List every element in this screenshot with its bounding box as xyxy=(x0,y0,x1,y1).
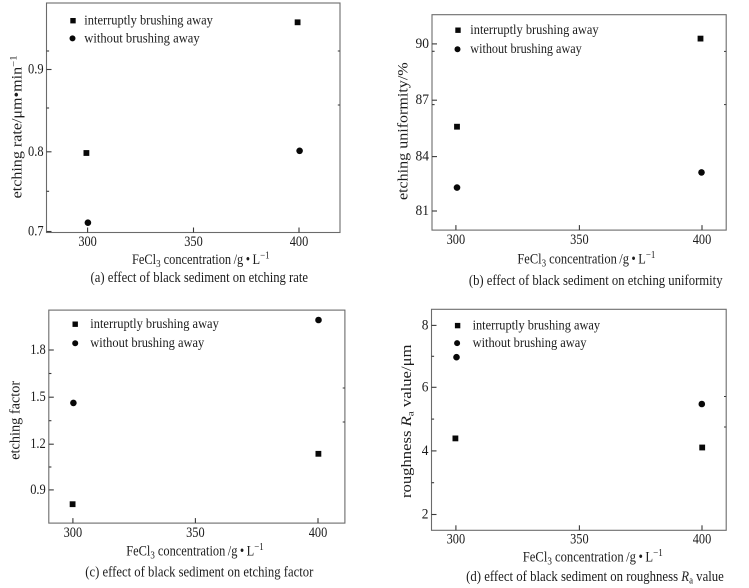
svg-text:interruptly brushing away: interruptly brushing away xyxy=(470,22,598,38)
svg-text:etching factor: etching factor xyxy=(7,381,23,460)
svg-text:350: 350 xyxy=(570,532,589,548)
svg-text:400: 400 xyxy=(693,532,712,548)
svg-text:300: 300 xyxy=(78,234,97,250)
svg-text:without brushing away: without brushing away xyxy=(470,41,581,57)
svg-text:4: 4 xyxy=(422,443,429,459)
svg-text:FeCl3 concentration /g • L−1: FeCl3 concentration /g • L−1 xyxy=(132,251,270,271)
svg-text:without brushing away: without brushing away xyxy=(473,335,587,351)
svg-text:(d) effect of black sediment o: (d) effect of black sediment on roughnes… xyxy=(466,569,724,587)
svg-text:0.9: 0.9 xyxy=(30,482,46,498)
svg-text:300: 300 xyxy=(64,525,83,541)
svg-text:0.8: 0.8 xyxy=(28,144,44,160)
svg-text:87: 87 xyxy=(416,92,430,108)
svg-text:300: 300 xyxy=(447,532,466,548)
svg-text:84: 84 xyxy=(416,149,430,165)
svg-text:interruptly brushing away: interruptly brushing away xyxy=(90,316,219,332)
svg-text:1.2: 1.2 xyxy=(30,436,46,452)
svg-text:2: 2 xyxy=(422,507,429,523)
svg-text:300: 300 xyxy=(447,232,466,248)
svg-text:interruptly brushing away: interruptly brushing away xyxy=(473,318,600,334)
svg-text:400: 400 xyxy=(693,232,712,248)
svg-text:FeCl3 concentration /g • L−1: FeCl3 concentration /g • L−1 xyxy=(126,542,264,562)
svg-text:81: 81 xyxy=(416,203,430,219)
svg-text:0.7: 0.7 xyxy=(28,224,44,240)
svg-text:350: 350 xyxy=(184,234,203,250)
svg-text:350: 350 xyxy=(570,232,589,248)
svg-text:0.9: 0.9 xyxy=(28,62,44,78)
svg-text:FeCl3 concentration /g • L−1: FeCl3 concentration /g • L−1 xyxy=(517,250,655,270)
svg-text:8: 8 xyxy=(422,317,429,333)
svg-text:without brushing away: without brushing away xyxy=(90,335,204,351)
svg-text:400: 400 xyxy=(290,234,309,250)
svg-text:(c) effect of black sediment o: (c) effect of black sediment on etching … xyxy=(85,565,313,581)
svg-text:interruptly brushing away: interruptly brushing away xyxy=(84,13,213,29)
svg-text:90: 90 xyxy=(416,36,430,52)
svg-text:(b) effect of black sediment o: (b) effect of black sediment on etching … xyxy=(469,273,723,289)
svg-text:400: 400 xyxy=(309,525,328,541)
svg-text:(a) effect of black sediment o: (a) effect of black sediment on etching … xyxy=(91,270,309,286)
svg-text:1.8: 1.8 xyxy=(30,342,46,358)
svg-text:6: 6 xyxy=(422,379,429,395)
svg-text:etching rate/μm•min−1: etching rate/μm•min−1 xyxy=(8,55,25,198)
svg-text:350: 350 xyxy=(186,525,205,541)
svg-text:etching uniformity/%: etching uniformity/% xyxy=(396,62,412,200)
svg-text:without brushing away: without brushing away xyxy=(84,30,199,46)
svg-text:1.5: 1.5 xyxy=(30,389,46,405)
svg-text:roughness Ra value/μm: roughness Ra value/μm xyxy=(399,345,416,499)
svg-text:FeCl3 concentration /g • L−1: FeCl3 concentration /g • L−1 xyxy=(523,548,663,568)
